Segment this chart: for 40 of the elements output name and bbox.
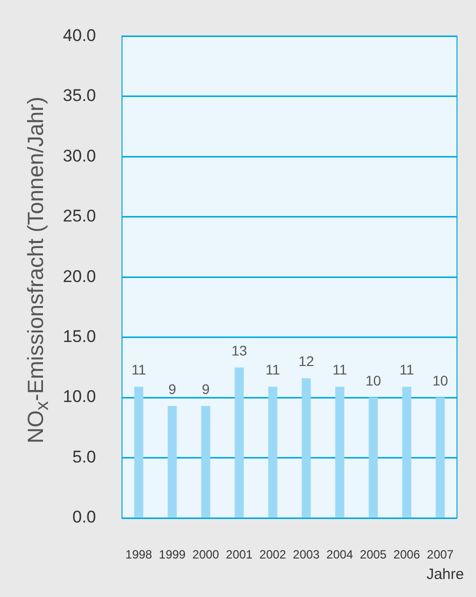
data-label: 9 [168,380,176,397]
bar [234,367,244,518]
x-tick-label: 2005 [360,548,387,562]
bar [168,406,177,518]
data-label: 11 [131,362,146,378]
x-tick-label: 2001 [226,548,253,562]
x-tick-label: 2006 [393,548,420,562]
x-tick-label: 2000 [192,548,220,562]
y-tick-label: 20.0 [62,266,96,286]
x-tick-label: 1998 [125,548,152,562]
data-label: 11 [332,362,348,378]
x-tick-label: 2004 [326,548,354,562]
bar [436,398,445,518]
bar [268,386,278,518]
bar [134,386,144,518]
y-tick-label: 5.0 [72,447,96,466]
bar [335,386,344,518]
y-tick-label: 0.0 [72,508,96,527]
bar [368,398,378,518]
x-tick-label: 2007 [426,548,454,562]
data-label: 9 [202,380,210,397]
x-axis-title: Jahre [426,566,464,583]
bar [302,378,311,518]
data-label: 13 [231,342,248,358]
data-label: 12 [298,353,314,370]
bar [402,386,412,518]
y-tick-label: 25.0 [62,206,96,226]
data-label: 11 [399,362,414,378]
y-tick-label: 30.0 [62,146,96,166]
data-label: 11 [265,362,280,378]
y-tick-label: 10.0 [62,387,96,406]
data-label: 10 [432,372,448,388]
data-label: 10 [365,372,382,388]
y-tick-label: 35.0 [62,86,96,106]
x-tick-label: 2002 [259,548,286,562]
y-tick-label: 40.0 [62,26,96,45]
bar [201,406,210,518]
x-tick-label: 2003 [292,548,320,562]
y-tick-label: 15.0 [62,327,96,346]
x-tick-label: 1999 [158,548,186,562]
